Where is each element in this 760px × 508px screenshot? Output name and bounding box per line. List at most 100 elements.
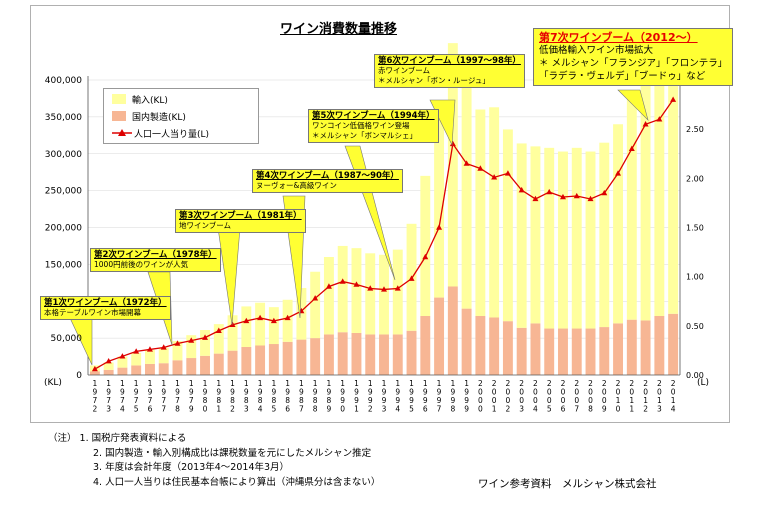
bar-import	[103, 362, 114, 370]
legend-item-domestic: 国内製造(KL)	[112, 109, 186, 123]
legend: 輸入(KL) 国内製造(KL) 人口一人当り量(L)	[103, 88, 259, 144]
callout-boom-1-title: 第1次ワインブーム（1972年）	[44, 298, 167, 308]
callout-boom-7: 第7次ワインブーム（2012～） 低価格輸入ワイン市場拡大 ＊ メルシャン「フラ…	[533, 28, 734, 86]
callout-boom-3-title: 第3次ワインブーム（1981年）	[179, 211, 302, 221]
bar-import	[668, 55, 679, 314]
per-capita-marker	[477, 165, 484, 171]
bar-import	[323, 257, 334, 335]
bar-domestic	[282, 341, 293, 375]
bar-import	[434, 116, 445, 298]
per-capita-marker	[146, 346, 153, 352]
bar-import	[117, 356, 128, 368]
bar-import	[282, 299, 293, 342]
bar-domestic	[213, 353, 224, 375]
bar-domestic	[613, 323, 624, 375]
right-tick-label: 2.50	[686, 125, 704, 134]
bar-domestic	[310, 338, 321, 375]
legend-label-domestic: 国内製造(KL)	[132, 112, 186, 123]
bar-domestic	[571, 328, 582, 375]
bar-domestic	[585, 328, 596, 375]
source-credit: ワイン参考資料 メルシャン株式会社	[478, 478, 657, 490]
bar-domestic	[544, 328, 555, 375]
bar-domestic	[654, 316, 665, 375]
bar-import	[255, 302, 266, 346]
per-capita-marker	[381, 286, 387, 292]
per-capita-marker	[546, 188, 553, 195]
per-capita-marker	[463, 160, 470, 166]
bar-import	[475, 109, 486, 316]
per-capita-marker	[215, 327, 222, 333]
callout-boom-7-title: 第7次ワインブーム（2012～）	[539, 31, 698, 44]
per-capita-marker	[312, 295, 319, 301]
callout-boom-6-title: 第6次ワインブーム（1997～98年）	[378, 56, 521, 66]
bar-import	[461, 87, 472, 309]
per-capita-marker	[133, 348, 140, 354]
per-capita-marker	[601, 189, 608, 196]
bar-import	[131, 352, 142, 366]
right-tick-label: 0.50	[686, 322, 704, 331]
right-tick-label: 1.50	[686, 224, 704, 233]
bar-import	[392, 249, 403, 335]
bar-domestic	[640, 320, 651, 375]
bar-domestic	[530, 323, 541, 375]
legend-label-per-capita: 人口一人当り量(L)	[134, 129, 210, 140]
right-tick-label: 0.00	[686, 371, 704, 380]
left-tick-label: 250,000	[45, 187, 82, 197]
left-tick-label: 150,000	[45, 260, 82, 270]
bar-domestic	[599, 327, 610, 375]
callout-boom-5-title: 第5次ワインブーム（1994年）	[312, 111, 435, 121]
left-tick-label: 300,000	[45, 150, 82, 160]
callout-pointer	[617, 89, 649, 122]
callout-boom-4: 第4次ワインブーム（1987～90年） ヌーヴォー&高級ワイン	[252, 169, 403, 193]
right-unit-label: (L)	[697, 378, 709, 388]
bar-import	[489, 107, 500, 318]
bar-domestic	[365, 334, 376, 375]
bar-domestic	[323, 334, 334, 375]
bar-import	[613, 124, 624, 324]
bar-import	[227, 315, 238, 351]
bar-domestic	[420, 316, 431, 375]
bar-domestic	[103, 369, 114, 375]
per-capita-marker	[504, 170, 511, 176]
per-capita-marker	[229, 321, 236, 328]
per-capita-marker	[202, 334, 209, 340]
per-capita-marker	[174, 340, 181, 346]
per-capita-marker	[656, 116, 663, 122]
callout-boom-4-title: 第4次ワインブーム（1987～90年）	[256, 171, 399, 181]
bar-domestic	[392, 334, 403, 375]
callout-boom-6-line-2: ＊メルシャン「ボン・ルージュ」	[378, 76, 490, 85]
bar-domestic	[461, 308, 472, 375]
bar-domestic	[475, 316, 486, 375]
callout-boom-2-line: 1000円前後のワインが人気	[94, 260, 189, 269]
bar-domestic	[379, 334, 389, 375]
legend-label-import: 輸入(KL)	[132, 95, 168, 106]
bar-import	[654, 65, 665, 316]
per-capita-marker	[394, 285, 401, 291]
bar-domestic	[268, 344, 279, 375]
callout-boom-5-line-2: ＊メルシャン「ボンマルシェ」	[312, 131, 417, 140]
bar-domestic	[255, 345, 266, 375]
callout-boom-1-line: 本格テーブルワイン市場開幕	[44, 308, 142, 317]
bar-import	[200, 330, 210, 356]
per-capita-marker	[243, 317, 250, 324]
bar-import	[502, 129, 513, 322]
per-capita-marker	[449, 140, 456, 147]
